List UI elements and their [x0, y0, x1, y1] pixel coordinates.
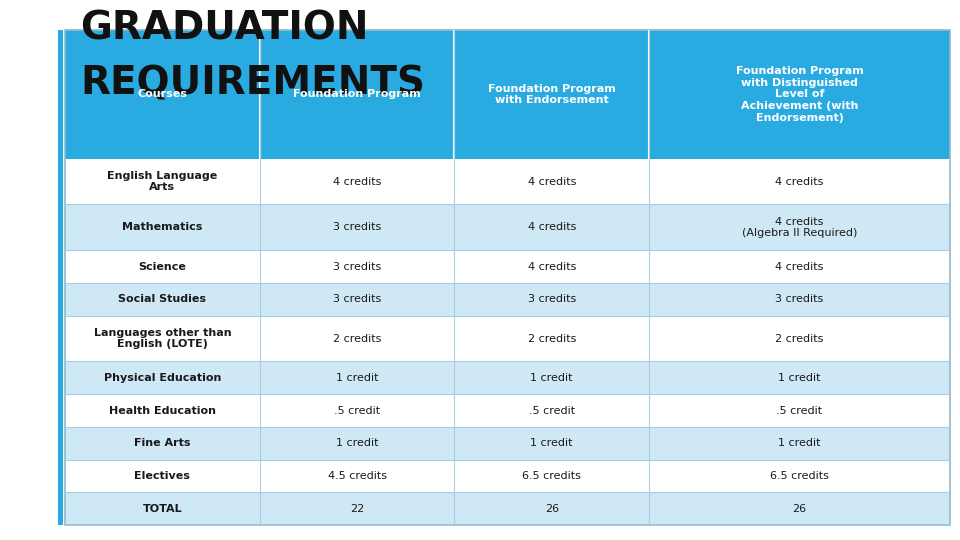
- Bar: [260, 250, 454, 283]
- Text: 1 credit: 1 credit: [336, 438, 378, 448]
- Text: 4.5 credits: 4.5 credits: [327, 471, 387, 481]
- Bar: [260, 460, 454, 492]
- Text: 3 credits: 3 credits: [776, 294, 824, 305]
- Bar: [65, 427, 260, 460]
- Text: 22: 22: [350, 504, 364, 514]
- Text: 4 credits: 4 credits: [333, 177, 381, 187]
- Text: 2 credits: 2 credits: [333, 334, 381, 343]
- Text: 26: 26: [793, 504, 806, 514]
- Text: .5 credit: .5 credit: [777, 406, 823, 416]
- Bar: [65, 492, 260, 525]
- Text: 1 credit: 1 credit: [779, 438, 821, 448]
- Bar: [649, 250, 950, 283]
- Bar: [454, 159, 649, 205]
- Text: Foundation Program
with Distinguished
Level of
Achievement (with
Endorsement): Foundation Program with Distinguished Le…: [735, 66, 863, 123]
- Text: Social Studies: Social Studies: [118, 294, 206, 305]
- Text: 3 credits: 3 credits: [528, 294, 576, 305]
- Bar: [260, 316, 454, 361]
- Text: .5 credit: .5 credit: [529, 406, 575, 416]
- Text: 4 credits: 4 credits: [776, 261, 824, 272]
- Bar: [649, 283, 950, 316]
- Text: 3 credits: 3 credits: [333, 261, 381, 272]
- Text: 1 credit: 1 credit: [531, 373, 573, 383]
- Bar: [65, 159, 260, 205]
- Bar: [260, 30, 454, 159]
- Bar: [649, 460, 950, 492]
- Bar: [649, 492, 950, 525]
- Bar: [649, 394, 950, 427]
- Bar: [454, 316, 649, 361]
- Text: Foundation Program
with Endorsement: Foundation Program with Endorsement: [488, 84, 615, 105]
- Text: Physical Education: Physical Education: [104, 373, 221, 383]
- Text: English Language
Arts: English Language Arts: [108, 171, 218, 192]
- Text: GRADUATION: GRADUATION: [80, 10, 369, 48]
- Bar: [454, 205, 649, 250]
- Text: 1 credit: 1 credit: [779, 373, 821, 383]
- Text: 6.5 credits: 6.5 credits: [522, 471, 581, 481]
- Bar: [58, 30, 63, 525]
- Text: Courses: Courses: [137, 89, 187, 99]
- Bar: [454, 460, 649, 492]
- Text: 2 credits: 2 credits: [528, 334, 576, 343]
- Text: Foundation Program: Foundation Program: [293, 89, 420, 99]
- Text: 1 credit: 1 credit: [531, 438, 573, 448]
- Text: 3 credits: 3 credits: [333, 222, 381, 232]
- Text: Fine Arts: Fine Arts: [134, 438, 191, 448]
- Bar: [65, 460, 260, 492]
- Text: Health Education: Health Education: [108, 406, 216, 416]
- Text: 2 credits: 2 credits: [776, 334, 824, 343]
- Bar: [649, 427, 950, 460]
- Bar: [260, 394, 454, 427]
- Text: 4 credits: 4 credits: [528, 261, 576, 272]
- Bar: [260, 159, 454, 205]
- Bar: [260, 205, 454, 250]
- Bar: [454, 30, 649, 159]
- Text: Languages other than
English (LOTE): Languages other than English (LOTE): [93, 328, 231, 349]
- Bar: [65, 394, 260, 427]
- Bar: [454, 361, 649, 394]
- Bar: [649, 205, 950, 250]
- Bar: [65, 205, 260, 250]
- Text: REQUIREMENTS: REQUIREMENTS: [80, 65, 425, 103]
- Bar: [454, 283, 649, 316]
- Bar: [260, 427, 454, 460]
- Bar: [649, 316, 950, 361]
- Text: 1 credit: 1 credit: [336, 373, 378, 383]
- Text: Science: Science: [138, 261, 186, 272]
- Text: Electives: Electives: [134, 471, 190, 481]
- Bar: [649, 361, 950, 394]
- Bar: [65, 283, 260, 316]
- Text: 26: 26: [544, 504, 559, 514]
- Bar: [454, 250, 649, 283]
- Text: 4 credits: 4 credits: [528, 222, 576, 232]
- Bar: [649, 30, 950, 159]
- Text: Mathematics: Mathematics: [122, 222, 203, 232]
- Text: .5 credit: .5 credit: [334, 406, 380, 416]
- Bar: [260, 283, 454, 316]
- Bar: [65, 30, 260, 159]
- Text: 4 credits: 4 credits: [528, 177, 576, 187]
- Bar: [260, 361, 454, 394]
- Bar: [65, 316, 260, 361]
- Text: 4 credits
(Algebra II Required): 4 credits (Algebra II Required): [742, 217, 857, 238]
- Text: 4 credits: 4 credits: [776, 177, 824, 187]
- Bar: [65, 250, 260, 283]
- Bar: [649, 159, 950, 205]
- Bar: [260, 492, 454, 525]
- Bar: [58, 65, 63, 525]
- Bar: [454, 427, 649, 460]
- Bar: [65, 361, 260, 394]
- Bar: [454, 492, 649, 525]
- Bar: [454, 394, 649, 427]
- Text: TOTAL: TOTAL: [142, 504, 182, 514]
- Text: 3 credits: 3 credits: [333, 294, 381, 305]
- Text: 6.5 credits: 6.5 credits: [770, 471, 829, 481]
